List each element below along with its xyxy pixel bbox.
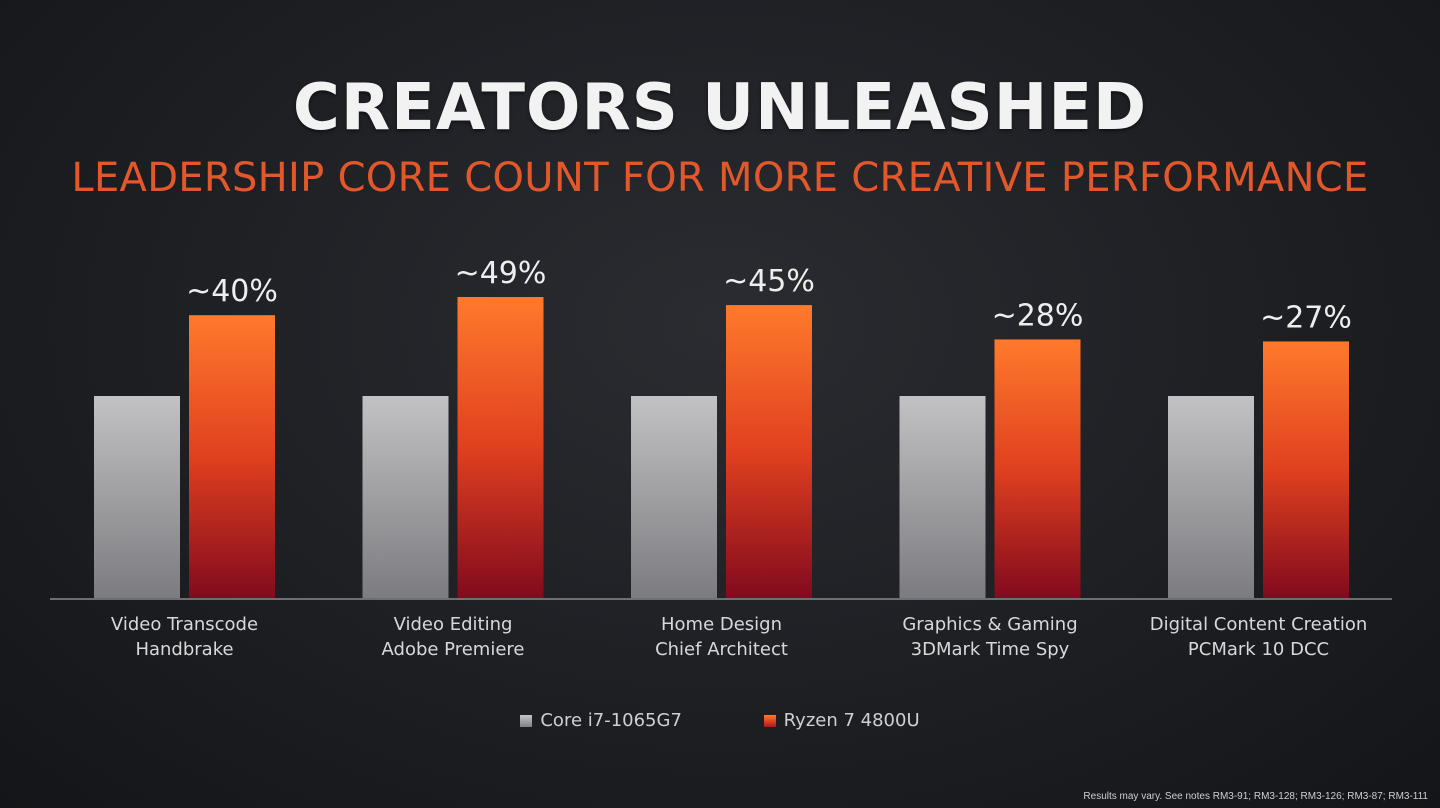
category-labels: Video Transcode Handbrake Video Editing Ado… — [111, 614, 1367, 660]
category-label-1-0: Video Editing — [394, 614, 513, 635]
category-label-0-0: Video Transcode — [111, 614, 258, 635]
legend-item-core-i7: Core i7-1065G7 — [520, 710, 682, 731]
bar-ryzen-1 — [457, 297, 544, 598]
category-label-4-1: PCMark 10 DCC — [1188, 639, 1329, 660]
legend-label-ryzen: Ryzen 7 4800U — [783, 710, 920, 731]
bar-ryzen-4 — [1263, 341, 1349, 598]
category-label-4-0: Digital Content Creation — [1150, 614, 1368, 635]
data-label-4: ~27% — [1260, 300, 1352, 335]
bar-core-i7-4 — [1168, 396, 1254, 598]
footnote: Results may vary. See notes RM3-91; RM3-… — [1083, 791, 1428, 802]
category-label-0-1: Handbrake — [135, 639, 233, 660]
data-label-1: ~49% — [455, 256, 547, 291]
category-label-1-1: Adobe Premiere — [382, 639, 525, 660]
bar-core-i7-1 — [362, 396, 449, 598]
data-label-0: ~40% — [186, 274, 278, 309]
legend-swatch-orange — [763, 714, 776, 727]
bar-core-i7-3 — [899, 396, 986, 598]
category-label-3-0: Graphics & Gaming — [902, 614, 1077, 635]
bar-ryzen-3 — [994, 339, 1081, 598]
category-label-3-1: 3DMark Time Spy — [911, 639, 1070, 660]
bar-core-i7-2 — [631, 396, 717, 598]
bar-ryzen-0 — [189, 315, 275, 598]
legend: Core i7-1065G7 Ryzen 7 4800U — [0, 710, 1440, 732]
legend-label-core-i7: Core i7-1065G7 — [540, 710, 682, 731]
data-label-2: ~45% — [723, 264, 815, 299]
slide-subtitle: LEADERSHIP CORE COUNT FOR MORE CREATIVE … — [71, 155, 1369, 201]
data-label-3: ~28% — [992, 298, 1084, 333]
legend-swatch-gray — [520, 714, 533, 727]
bar-core-i7-0 — [94, 396, 180, 598]
bars-group: ~40% ~49% ~45% ~28% ~27% — [94, 256, 1352, 598]
bar-ryzen-2 — [726, 305, 812, 598]
category-label-2-0: Home Design — [661, 614, 782, 635]
legend-item-ryzen: Ryzen 7 4800U — [763, 710, 920, 731]
slide-title: CREATORS UNLEASHED — [292, 71, 1148, 145]
category-label-2-1: Chief Architect — [655, 639, 788, 660]
